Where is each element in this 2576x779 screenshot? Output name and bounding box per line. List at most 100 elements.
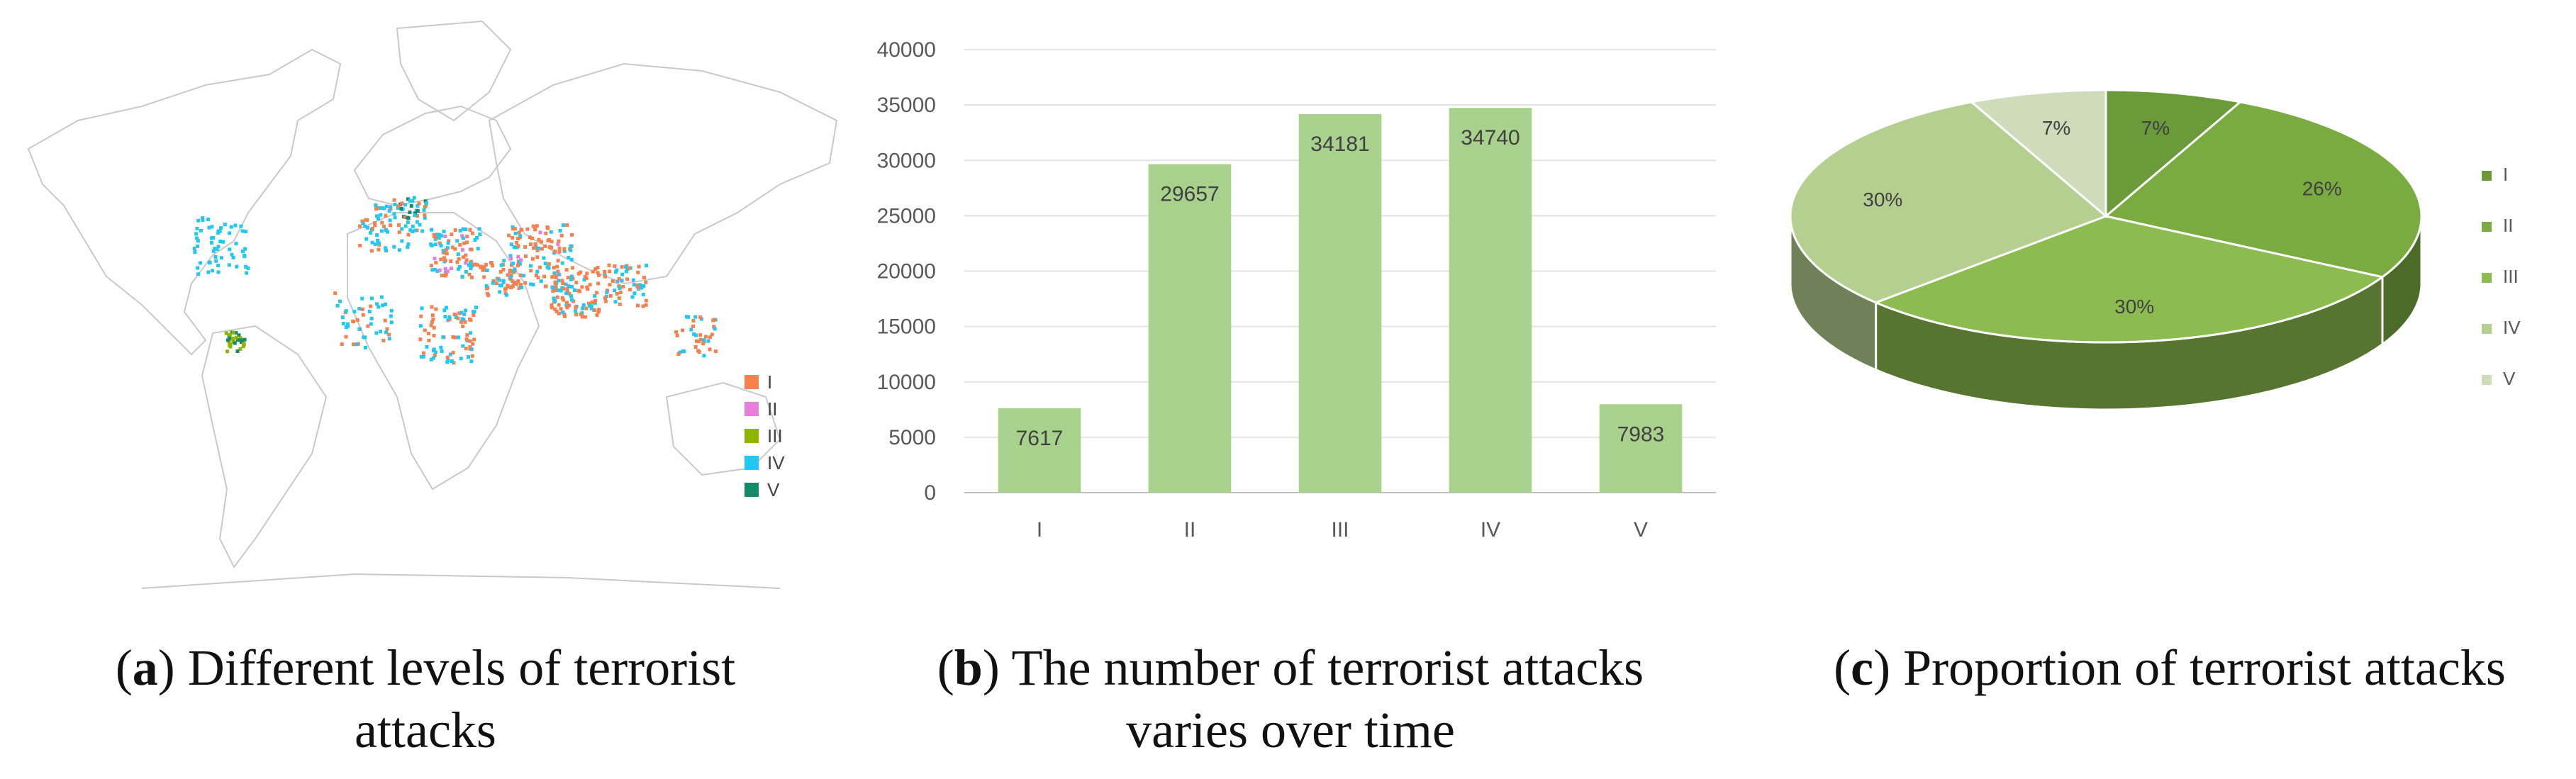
caption-a: (a) Different levels of terrorist attack…: [115, 639, 736, 758]
attack-point: [229, 225, 233, 229]
attack-point: [477, 227, 481, 231]
attack-point: [484, 284, 489, 288]
attack-point: [387, 209, 391, 213]
attack-point: [397, 248, 401, 252]
attack-point: [228, 342, 233, 347]
attack-point: [358, 243, 362, 247]
attack-point: [562, 286, 566, 291]
attack-point: [485, 269, 489, 273]
attack-point: [379, 206, 384, 211]
attack-point: [509, 242, 513, 247]
caption-a-line1: Different levels of terrorist: [187, 639, 736, 696]
attack-point: [379, 330, 383, 334]
attack-point: [498, 283, 502, 287]
attack-point: [530, 257, 535, 261]
attack-point: [377, 241, 381, 245]
attack-point: [530, 236, 535, 240]
attack-point: [553, 250, 557, 254]
attack-point: [427, 338, 431, 342]
attack-point: [574, 313, 579, 317]
attack-point: [556, 242, 560, 247]
attack-point: [485, 286, 489, 291]
attack-point: [553, 307, 557, 311]
attack-point: [702, 338, 706, 342]
attack-point: [419, 314, 423, 318]
caption-c-line1: Proportion of terrorist attacks: [1903, 639, 2506, 696]
attack-point: [615, 268, 619, 272]
attack-point: [593, 294, 597, 298]
attack-point: [595, 313, 599, 318]
attack-point: [544, 284, 548, 288]
attack-point: [529, 264, 533, 268]
attack-point: [703, 335, 708, 339]
attack-point: [543, 244, 547, 248]
pie-data-label: 7%: [2042, 117, 2070, 139]
attack-point: [213, 254, 218, 259]
attack-point: [458, 229, 462, 233]
map-legend-item: III: [745, 422, 808, 449]
attack-point: [641, 304, 645, 308]
attack-point: [439, 257, 443, 262]
attack-point: [498, 278, 502, 282]
data-label: 29657: [1160, 183, 1219, 206]
attack-point: [637, 264, 641, 269]
attack-point: [238, 347, 242, 351]
attack-point: [432, 325, 436, 330]
attack-point: [596, 271, 600, 275]
attack-point: [564, 303, 569, 308]
attack-point: [518, 273, 523, 277]
attack-point: [508, 269, 513, 274]
attack-point: [439, 345, 443, 349]
attack-point: [442, 308, 447, 313]
bar: [1449, 108, 1532, 493]
attack-point: [552, 296, 556, 301]
attack-point: [523, 245, 528, 249]
attack-point: [246, 266, 250, 270]
attack-point: [636, 303, 640, 308]
attack-point: [388, 218, 392, 223]
attack-point: [509, 286, 513, 290]
attack-point: [235, 335, 239, 340]
map-legend-item: I: [745, 369, 808, 396]
north-america-outline: [27, 48, 342, 356]
attack-point: [192, 246, 196, 250]
attack-point: [218, 229, 222, 233]
attack-point: [199, 261, 203, 265]
attack-point: [384, 204, 389, 208]
attack-point: [636, 270, 640, 274]
attack-point: [431, 318, 435, 322]
attack-point: [465, 240, 469, 245]
attack-point: [522, 274, 526, 278]
attack-point: [360, 219, 364, 223]
map-legend-label: IV: [767, 452, 785, 473]
attack-point: [620, 264, 624, 269]
attack-point: [562, 247, 567, 251]
attack-point: [535, 255, 540, 259]
attack-point: [193, 250, 197, 254]
attack-point: [435, 235, 439, 240]
attack-point: [642, 276, 646, 280]
attack-point: [360, 296, 364, 301]
attack-point: [223, 223, 227, 227]
attack-point: [375, 214, 379, 218]
attack-point: [433, 257, 437, 261]
attack-point: [560, 296, 564, 300]
attack-point: [473, 238, 477, 242]
attack-point: [423, 215, 427, 220]
attack-point: [557, 272, 562, 276]
y-tick-label: 0: [924, 481, 936, 505]
pie-slice: [1873, 215, 2385, 344]
attack-point: [460, 248, 464, 252]
attack-point: [580, 315, 584, 319]
attack-point: [196, 266, 200, 270]
attack-point: [597, 308, 601, 312]
attack-point: [208, 261, 212, 265]
attack-point: [574, 306, 578, 310]
attack-point: [433, 354, 437, 358]
bar: [998, 408, 1081, 493]
caption-a-line2: attacks: [355, 702, 496, 758]
africa-outline: [347, 212, 540, 491]
attack-point: [406, 232, 411, 237]
attack-point: [423, 205, 428, 209]
